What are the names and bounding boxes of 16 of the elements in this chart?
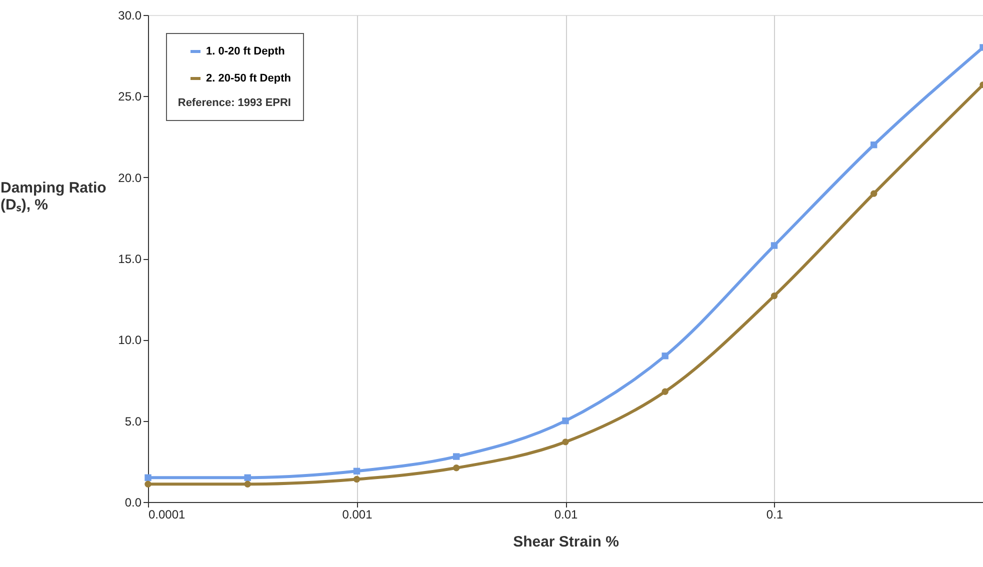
y-tick-label: 10.0	[118, 333, 142, 348]
y-axis-title: Damping Ratio (Dₛ), %	[0, 180, 106, 214]
y-tick-label: 25.0	[118, 90, 142, 104]
y-tick-label: 0.0	[124, 496, 142, 510]
legend-label: 1. 0-20 ft Depth	[206, 46, 286, 58]
x-axis-title: Shear Strain %	[513, 534, 619, 550]
x-tick-label: 0.01	[554, 508, 578, 522]
x-tick-label: 0.001	[342, 508, 373, 522]
x-tick-label: 0.1	[766, 508, 784, 522]
y-tick-label: 5.0	[124, 414, 142, 428]
annotation: Reference: 1993 EPRI	[178, 97, 291, 109]
legend-label: 2. 20-50 ft Depth	[206, 72, 292, 84]
y-tick-label: 30.0	[118, 8, 142, 22]
y-tick-label: 20.0	[118, 170, 142, 185]
x-tick-label: 0.0001	[148, 508, 186, 522]
y-tick-label: 15.0	[118, 252, 142, 266]
